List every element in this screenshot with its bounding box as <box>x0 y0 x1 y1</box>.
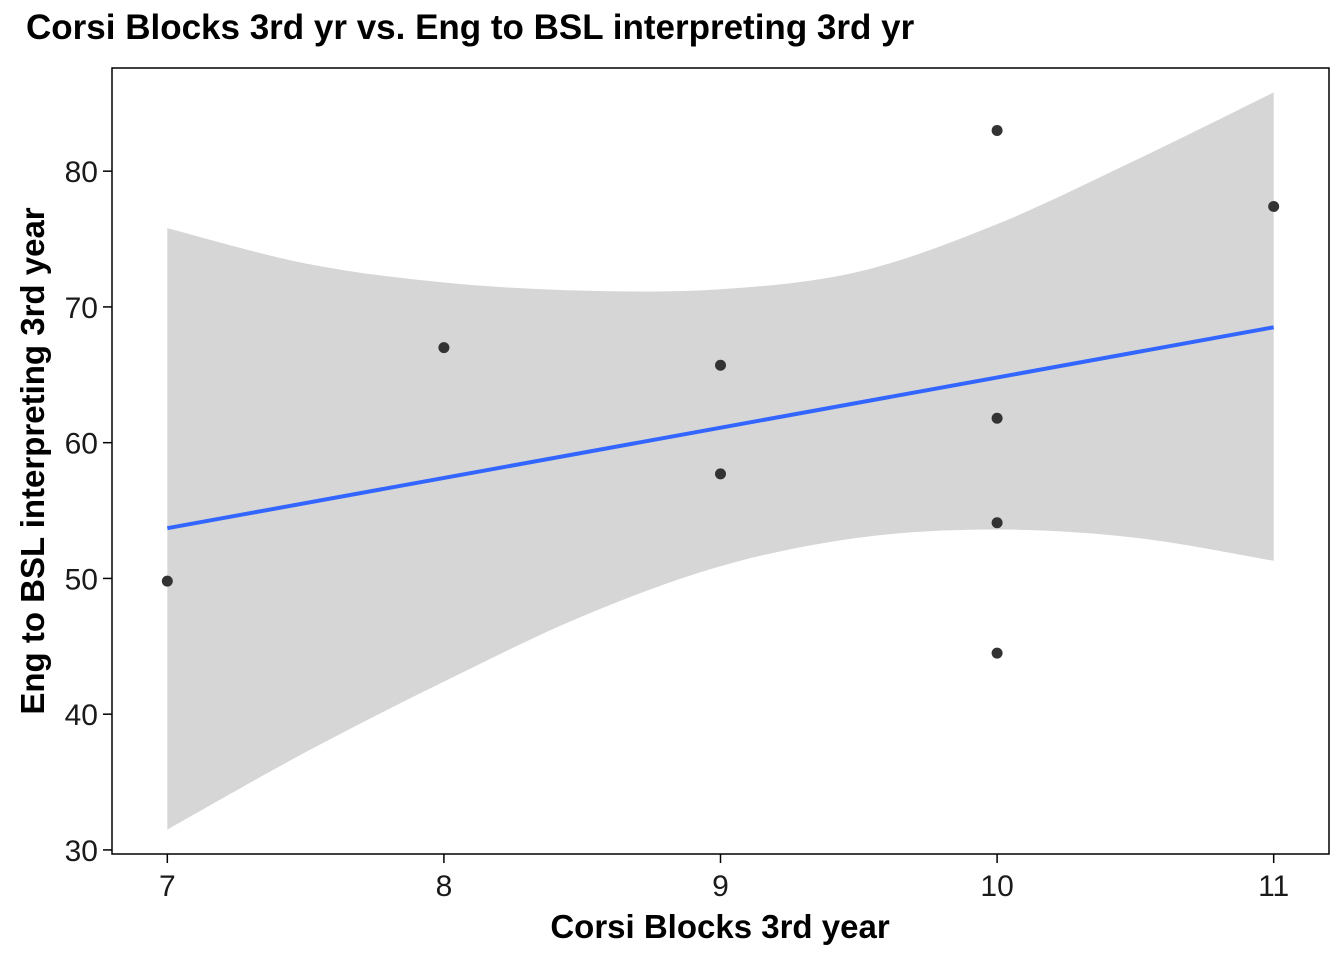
data-point <box>1268 200 1280 212</box>
x-axis-title: Corsi Blocks 3rd year <box>550 908 889 945</box>
y-tick-label: 60 <box>65 428 98 461</box>
confidence-band <box>167 92 1274 830</box>
data-point <box>991 124 1003 136</box>
y-tick-label: 40 <box>65 699 98 732</box>
x-tick-label: 7 <box>159 870 176 903</box>
data-point <box>438 342 450 354</box>
data-point <box>715 359 726 371</box>
regression-line <box>166 325 1275 531</box>
confidence-band-layer <box>167 92 1274 830</box>
y-tick-label: 80 <box>65 156 98 189</box>
fit-line-layer <box>166 325 1275 531</box>
data-point <box>161 575 173 587</box>
x-axis: 7 8 9 10 11 <box>159 854 1289 903</box>
x-tick-label: 11 <box>1258 870 1289 903</box>
data-point <box>715 468 726 480</box>
x-tick-label: 10 <box>980 870 1013 903</box>
chart-title: Corsi Blocks 3rd yr vs. Eng to BSL inter… <box>26 8 915 47</box>
points-layer <box>161 124 1280 659</box>
y-tick-label: 50 <box>65 563 98 596</box>
data-point <box>991 517 1003 529</box>
y-axis-title: Eng to BSL interpreting 3rd year <box>14 207 51 714</box>
y-tick-label: 30 <box>65 835 98 868</box>
x-tick-label: 8 <box>436 870 453 903</box>
data-point <box>991 412 1003 424</box>
data-point <box>991 647 1003 659</box>
y-axis: 30 40 50 60 70 80 <box>65 156 112 868</box>
x-tick-label: 9 <box>712 870 729 903</box>
y-tick-label: 70 <box>65 292 98 325</box>
